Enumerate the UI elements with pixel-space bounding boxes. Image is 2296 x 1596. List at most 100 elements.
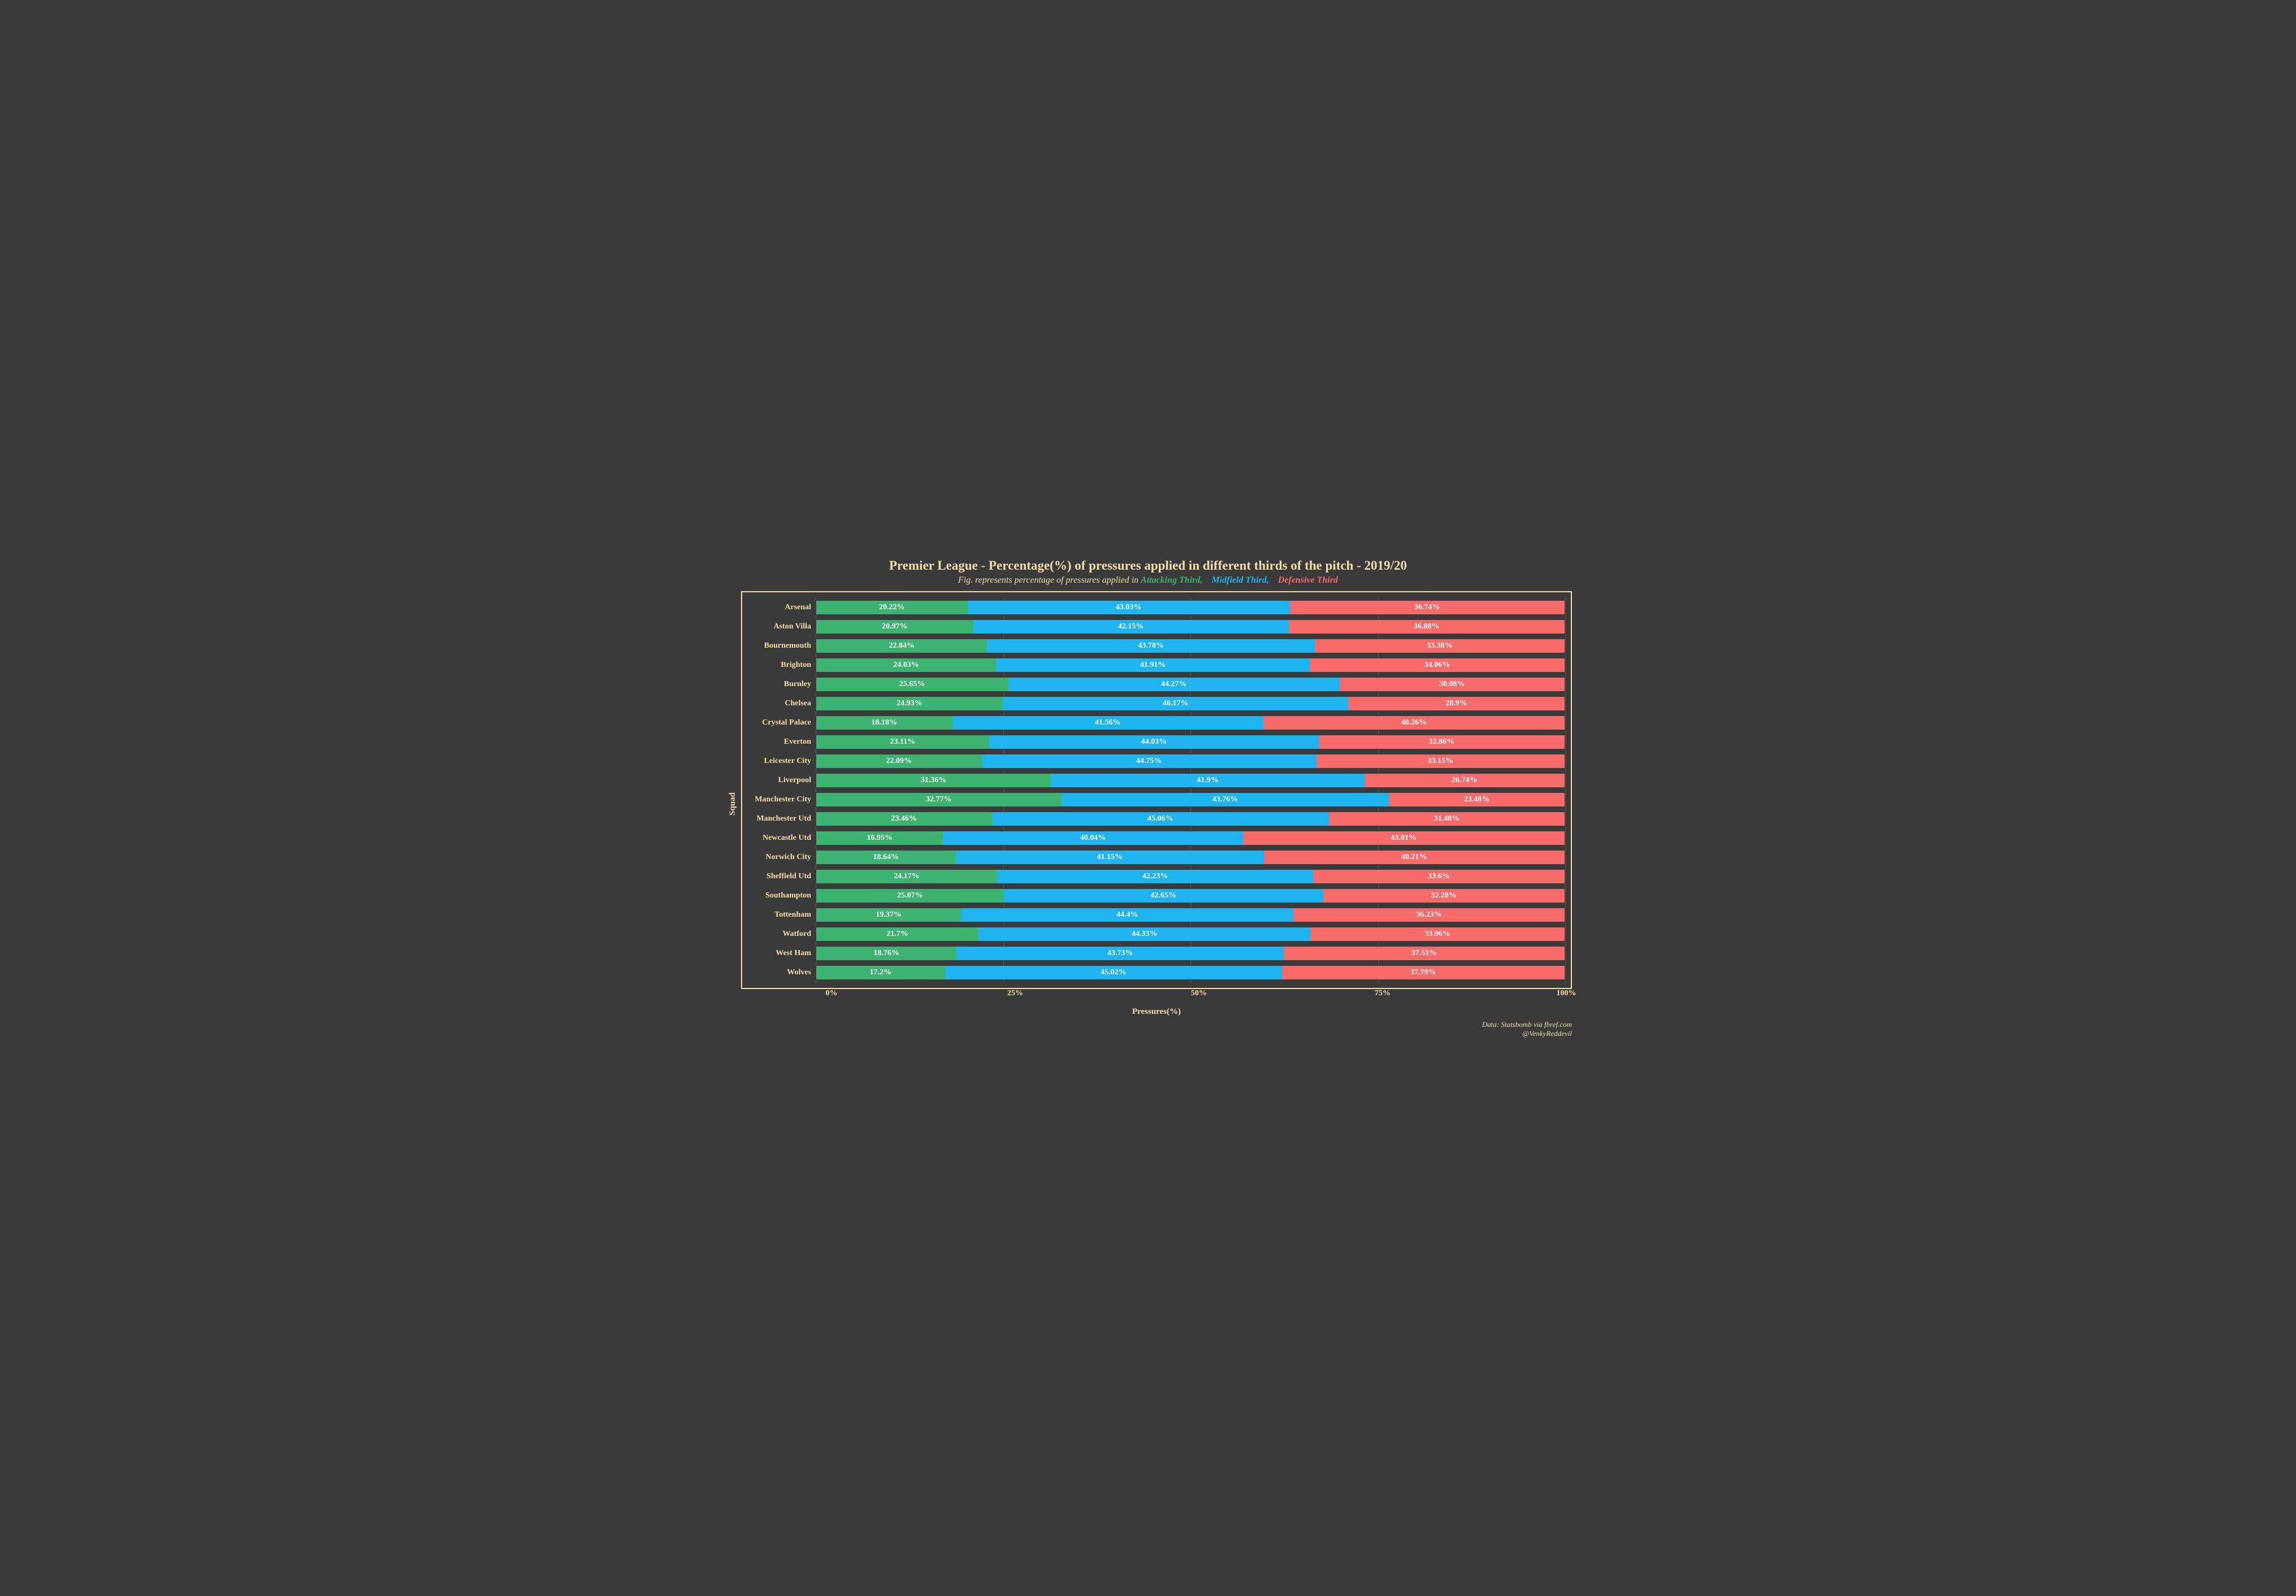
bar-segment-attacking: 24.93% [816, 697, 1003, 710]
y-tick-label: Southampton [742, 886, 811, 905]
bar-row: 21.7%44.33%33.96% [816, 925, 1565, 944]
bar-segment-defensive: 28.9% [1348, 697, 1565, 710]
bar-row: 18.76%43.73%37.51% [816, 944, 1565, 963]
bar-segment-attacking: 18.76% [816, 947, 956, 960]
chart-credits: Data: Statsbomb via fbref.com @VenkyRedd… [724, 1020, 1572, 1038]
bar-segment-attacking: 20.22% [816, 601, 968, 614]
bar-segment-defensive: 33.96% [1310, 927, 1565, 941]
bar-row: 19.37%44.4%36.23% [816, 905, 1565, 925]
bar-row: 32.77%43.76%23.48% [816, 790, 1565, 809]
bar-segment-midfield: 46.17% [1003, 697, 1348, 710]
x-tick-label: 75% [1375, 989, 1390, 998]
bar-segment-midfield: 44.33% [978, 927, 1310, 941]
y-tick-label: Sheffield Utd [742, 867, 811, 886]
bar-segment-midfield: 42.65% [1004, 889, 1323, 903]
bar-segment-defensive: 33.6% [1313, 870, 1565, 883]
bar-segment-attacking: 19.37% [816, 908, 961, 922]
y-tick-label: Leicester City [742, 752, 811, 771]
bar-row: 23.11%44.03%32.86% [816, 732, 1565, 752]
bar-segment-attacking: 21.7% [816, 927, 978, 941]
bar-segment-midfield: 45.06% [992, 812, 1329, 826]
bar-segment-midfield: 42.23% [997, 870, 1313, 883]
bar-row: 22.09%44.75%33.15% [816, 752, 1565, 771]
bar-segment-defensive: 40.26% [1263, 716, 1565, 730]
bar-row: 25.07%42.65%32.28% [816, 886, 1565, 905]
x-tick-label: 100% [1557, 989, 1576, 998]
bar-segment-midfield: 41.56% [952, 716, 1263, 730]
chart-container: Premier League - Percentage(%) of pressu… [724, 558, 1572, 1038]
y-tick-label: Chelsea [742, 694, 811, 713]
bar-segment-midfield: 43.76% [1062, 793, 1389, 806]
bar-segment-attacking: 32.77% [816, 793, 1062, 806]
legend-defensive: Defensive Third [1278, 575, 1338, 585]
y-tick-label: Crystal Palace [742, 713, 811, 732]
bar-segment-attacking: 31.36% [816, 774, 1051, 787]
grid-line [1565, 598, 1566, 982]
bar-segment-attacking: 24.17% [816, 870, 997, 883]
legend-attacking: Attacking Third, [1141, 575, 1202, 585]
x-tick-label: 25% [1007, 989, 1023, 998]
bar-row: 18.64%41.15%40.21% [816, 848, 1565, 867]
bar-segment-defensive: 36.74% [1290, 601, 1565, 614]
bar-row: 18.18%41.56%40.26% [816, 713, 1565, 732]
bar-segment-defensive: 33.38% [1315, 639, 1565, 653]
bar-row: 20.22%43.03%36.74% [816, 598, 1565, 617]
y-tick-label: Aston Villa [742, 617, 811, 636]
bar-segment-attacking: 22.09% [816, 754, 982, 768]
bar-segment-midfield: 43.78% [987, 639, 1315, 653]
y-tick-label: Norwich City [742, 848, 811, 867]
y-tick-label: Liverpool [742, 771, 811, 790]
credit-source: Data: Statsbomb via fbref.com [1482, 1020, 1572, 1029]
chart-title: Premier League - Percentage(%) of pressu… [724, 558, 1572, 573]
x-tick-label: 0% [826, 989, 838, 998]
bar-segment-midfield: 43.03% [968, 601, 1290, 614]
bar-segment-midfield: 41.9% [1051, 774, 1364, 787]
bar-row: 25.65%44.27%30.08% [816, 675, 1565, 694]
credit-author: @VenkyReddevil [1522, 1029, 1572, 1038]
bar-segment-attacking: 25.65% [816, 678, 1008, 691]
bar-segment-attacking: 17.2% [816, 966, 945, 979]
bar-segment-defensive: 30.08% [1340, 678, 1565, 691]
bar-segment-defensive: 37.51% [1284, 947, 1565, 960]
y-axis-labels: ArsenalAston VillaBournemouthBrightonBur… [742, 592, 816, 988]
bar-row: 24.17%42.23%33.6% [816, 867, 1565, 886]
bar-row: 20.97%42.15%36.88% [816, 617, 1565, 636]
bar-segment-midfield: 40.04% [943, 831, 1242, 845]
bar-segment-attacking: 16.95% [816, 831, 943, 845]
bar-segment-defensive: 26.74% [1364, 774, 1565, 787]
bar-segment-attacking: 20.97% [816, 620, 973, 634]
y-tick-label: Tottenham [742, 905, 811, 925]
y-tick-label: Manchester Utd [742, 809, 811, 829]
bar-row: 24.93%46.17%28.9% [816, 694, 1565, 713]
x-axis-ticks: 0%25%50%75%100% [831, 989, 1566, 1006]
y-tick-label: Wolves [742, 963, 811, 982]
bar-segment-midfield: 43.73% [956, 947, 1284, 960]
x-tick-label: 50% [1191, 989, 1207, 998]
bar-segment-midfield: 44.75% [982, 754, 1317, 768]
bar-segment-defensive: 43.01% [1243, 831, 1565, 845]
y-tick-label: Arsenal [742, 598, 811, 617]
bar-segment-defensive: 31.48% [1329, 812, 1565, 826]
bar-segment-attacking: 25.07% [816, 889, 1004, 903]
legend-midfield: Midfield Third, [1212, 575, 1269, 585]
bar-segment-midfield: 41.15% [956, 851, 1264, 864]
x-axis-label: Pressures(%) [741, 1007, 1572, 1017]
bar-segment-defensive: 23.48% [1389, 793, 1565, 806]
y-tick-label: Burnley [742, 675, 811, 694]
y-axis-label: Squad [728, 792, 738, 816]
bar-segment-defensive: 40.21% [1264, 851, 1565, 864]
bar-segment-defensive: 37.79% [1282, 966, 1565, 979]
y-tick-label: Everton [742, 732, 811, 752]
y-tick-label: Bournemouth [742, 636, 811, 656]
bar-row: 31.36%41.9%26.74% [816, 771, 1565, 790]
bar-segment-midfield: 41.91% [996, 658, 1310, 672]
bar-segment-midfield: 44.4% [961, 908, 1293, 922]
y-axis-label-wrap: Squad [724, 591, 741, 1017]
bar-row: 17.2%45.02%37.79% [816, 963, 1565, 982]
bar-segment-attacking: 22.84% [816, 639, 987, 653]
chart-subtitle: Fig. represents percentage of pressures … [724, 575, 1572, 586]
y-tick-label: Watford [742, 925, 811, 944]
bar-row: 22.84%43.78%33.38% [816, 636, 1565, 656]
bar-segment-defensive: 32.28% [1323, 889, 1565, 903]
bar-segment-defensive: 32.86% [1319, 735, 1565, 749]
